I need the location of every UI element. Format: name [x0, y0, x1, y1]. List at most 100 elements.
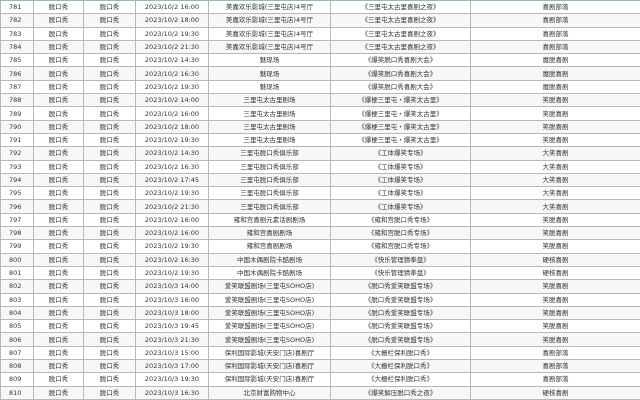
category-cell: 脱口秀 [33, 66, 84, 81]
show-title-cell: 《脱口秀爱笑联盟专场》 [330, 292, 471, 307]
row-number-cell: 805 [0, 319, 34, 334]
organizer-cell: 笑脱喜剧 [470, 279, 640, 294]
row-number-cell: 789 [0, 106, 34, 121]
organizer-cell: 大笑喜剧 [470, 186, 640, 201]
datetime-cell: 2023/10/2 18:00 [135, 119, 209, 134]
category-cell: 脱口秀 [33, 305, 84, 321]
show-title-cell: 《脱口秀爱笑联盟专场》 [330, 305, 471, 321]
category-cell: 脱口秀 [33, 292, 84, 307]
table-row: 798 脱口秀 脱口秀 2023/10/2 16:00 雍和宫喜剧剧场 《雍和宫脱口秀专场… [0, 226, 640, 241]
table-row: 804 脱口秀 脱口秀 2023/10/3 18:00 爱笑联盟剧场(三里屯SOHO店)… [0, 305, 640, 321]
venue-cell: 三里屯脱口秀俱乐部 [208, 199, 331, 214]
show-title-cell: 《爆梗三里屯・爆笑太古里》 [330, 93, 471, 108]
row-number-cell: 801 [0, 265, 34, 281]
show-title-cell: 《三里屯太古里喜剧之夜》 [330, 0, 471, 15]
table-row: 797 脱口秀 脱口秀 2023/10/2 16:00 雍和宫喜剧元素话剧剧场 《雍和宫脱… [0, 212, 640, 228]
subcategory-cell: 脱口秀 [83, 0, 136, 15]
table-row: 803 脱口秀 脱口秀 2023/10/3 16:00 爱笑联盟剧场(三里屯SOHO店)… [0, 292, 640, 307]
category-cell: 脱口秀 [33, 146, 84, 161]
organizer-cell: 喜剧部落 [470, 345, 640, 361]
row-number-cell: 795 [0, 186, 34, 201]
show-title-cell: 《工体爆笑专场》 [330, 159, 471, 174]
venue-cell: 三里屯太古里剧场 [208, 119, 331, 134]
subcategory-cell: 脱口秀 [83, 119, 136, 134]
category-cell: 脱口秀 [33, 186, 84, 201]
table-row: 801 脱口秀 脱口秀 2023/10/2 19:30 中国木偶剧院卡酷剧场 《快乐管理猜… [0, 265, 640, 281]
organizer-cell: 喜剧部落 [470, 26, 640, 41]
organizer-cell: 大笑喜剧 [470, 146, 640, 161]
datetime-cell: 2023/10/3 19:30 [135, 372, 209, 387]
datetime-cell: 2023/10/2 14:00 [135, 93, 209, 108]
datetime-cell: 2023/10/3 19:45 [135, 319, 209, 334]
datetime-cell: 2023/10/2 16:30 [135, 159, 209, 174]
show-title-cell: 《大栅栏保利脱口秀》 [330, 359, 471, 374]
venue-cell: 美嘉欢乐影城(三里屯店)4号厅 [208, 13, 331, 28]
show-title-cell: 《三里屯太古里喜剧之夜》 [330, 26, 471, 41]
organizer-cell: 魔脱喜剧 [470, 53, 640, 68]
table-row: 781 脱口秀 脱口秀 2023/10/2 16:00 美嘉欢乐影城(三里屯店)4号厅《… [0, 0, 640, 15]
category-cell: 脱口秀 [33, 26, 84, 41]
show-title-cell: 《工体爆笑专场》 [330, 146, 471, 161]
row-number-cell: 804 [0, 305, 34, 321]
table-row: 786 脱口秀 脱口秀 2023/10/2 16:30 魅现场 《爆笑脱口秀喜剧大会》 魔脱… [0, 66, 640, 81]
organizer-cell: 笑脱喜剧 [470, 119, 640, 134]
subcategory-cell: 脱口秀 [83, 212, 136, 228]
row-number-cell: 791 [0, 132, 34, 148]
organizer-cell: 魔脱喜剧 [470, 79, 640, 95]
table-row: 783 脱口秀 脱口秀 2023/10/2 19:30 美嘉欢乐影城(三里屯店)4号厅《… [0, 26, 640, 41]
datetime-cell: 2023/10/2 16:30 [135, 252, 209, 267]
category-cell: 脱口秀 [33, 265, 84, 281]
organizer-cell: 笑脱喜剧 [470, 212, 640, 228]
organizer-cell: 大笑喜剧 [470, 172, 640, 188]
venue-cell: 美嘉欢乐影城(三里屯店)4号厅 [208, 0, 331, 15]
row-number-cell: 798 [0, 226, 34, 241]
row-number-cell: 794 [0, 172, 34, 188]
show-title-cell: 《脱口秀爱笑联盟专场》 [330, 319, 471, 334]
venue-cell: 保利国际影城(天安门店)喜剧厅 [208, 372, 331, 387]
venue-cell: 美嘉欢乐影城(三里屯店)4号厅 [208, 39, 331, 55]
venue-cell: 中国木偶剧院卡酷剧场 [208, 265, 331, 281]
datetime-cell: 2023/10/2 19:30 [135, 186, 209, 201]
datetime-cell: 2023/10/2 19:30 [135, 79, 209, 95]
subcategory-cell: 脱口秀 [83, 226, 136, 241]
table-row: 796 脱口秀 脱口秀 2023/10/2 21:30 三里屯脱口秀俱乐部 《工体爆笑专场… [0, 199, 640, 214]
subcategory-cell: 脱口秀 [83, 359, 136, 374]
organizer-cell: 笑脱喜剧 [470, 292, 640, 307]
row-number-cell: 808 [0, 359, 34, 374]
datetime-cell: 2023/10/2 16:00 [135, 0, 209, 15]
datetime-cell: 2023/10/2 19:30 [135, 132, 209, 148]
category-cell: 脱口秀 [33, 0, 84, 15]
row-number-cell: 796 [0, 199, 34, 214]
row-number-cell: 786 [0, 66, 34, 81]
show-title-cell: 《快乐管理猜拳盘》 [330, 265, 471, 281]
table-row: 784 脱口秀 脱口秀 2023/10/2 21:30 美嘉欢乐影城(三里屯店)4号厅《… [0, 39, 640, 55]
category-cell: 脱口秀 [33, 39, 84, 55]
row-number-cell: 793 [0, 159, 34, 174]
table-row: 793 脱口秀 脱口秀 2023/10/2 16:30 三里屯脱口秀俱乐部 《工体爆笑专场… [0, 159, 640, 174]
datetime-cell: 2023/10/3 18:00 [135, 305, 209, 321]
table-row: 807 脱口秀 脱口秀 2023/10/3 15:00 保利国际影城(天安门店)喜剧厅《… [0, 345, 640, 361]
venue-cell: 雍和宫喜剧剧场 [208, 239, 331, 254]
table-row: 799 脱口秀 脱口秀 2023/10/2 19:30 雍和宫喜剧剧场 《雍和宫脱口秀专场… [0, 239, 640, 254]
show-title-cell: 《爆笑脱口秀喜剧大会》 [330, 79, 471, 95]
subcategory-cell: 脱口秀 [83, 332, 136, 347]
organizer-cell: 笑脱喜剧 [470, 226, 640, 241]
subcategory-cell: 脱口秀 [83, 66, 136, 81]
datetime-cell: 2023/10/2 17:45 [135, 172, 209, 188]
table-row: 800 脱口秀 脱口秀 2023/10/2 16:30 中国木偶剧院卡酷剧场 《快乐管理猜… [0, 252, 640, 267]
venue-cell: 爱笑联盟剧场(三里屯SOHO店) [208, 332, 331, 347]
show-title-cell: 《脱口秀爱笑联盟专场》 [330, 332, 471, 347]
datetime-cell: 2023/10/3 16:30 [135, 385, 209, 400]
category-cell: 脱口秀 [33, 106, 84, 121]
show-title-cell: 《雍和宫脱口秀专场》 [330, 226, 471, 241]
row-number-cell: 788 [0, 93, 34, 108]
venue-cell: 中国木偶剧院卡酷剧场 [208, 252, 331, 267]
organizer-cell: 喜剧部落 [470, 39, 640, 55]
show-title-cell: 《雍和宫脱口秀专场》 [330, 239, 471, 254]
show-title-cell: 《工体爆笑专场》 [330, 172, 471, 188]
row-number-cell: 785 [0, 53, 34, 68]
show-title-cell: 《爆梗三里屯・爆笑太古里》 [330, 132, 471, 148]
venue-cell: 雍和宫喜剧剧场 [208, 226, 331, 241]
row-number-cell: 803 [0, 292, 34, 307]
category-cell: 脱口秀 [33, 239, 84, 254]
